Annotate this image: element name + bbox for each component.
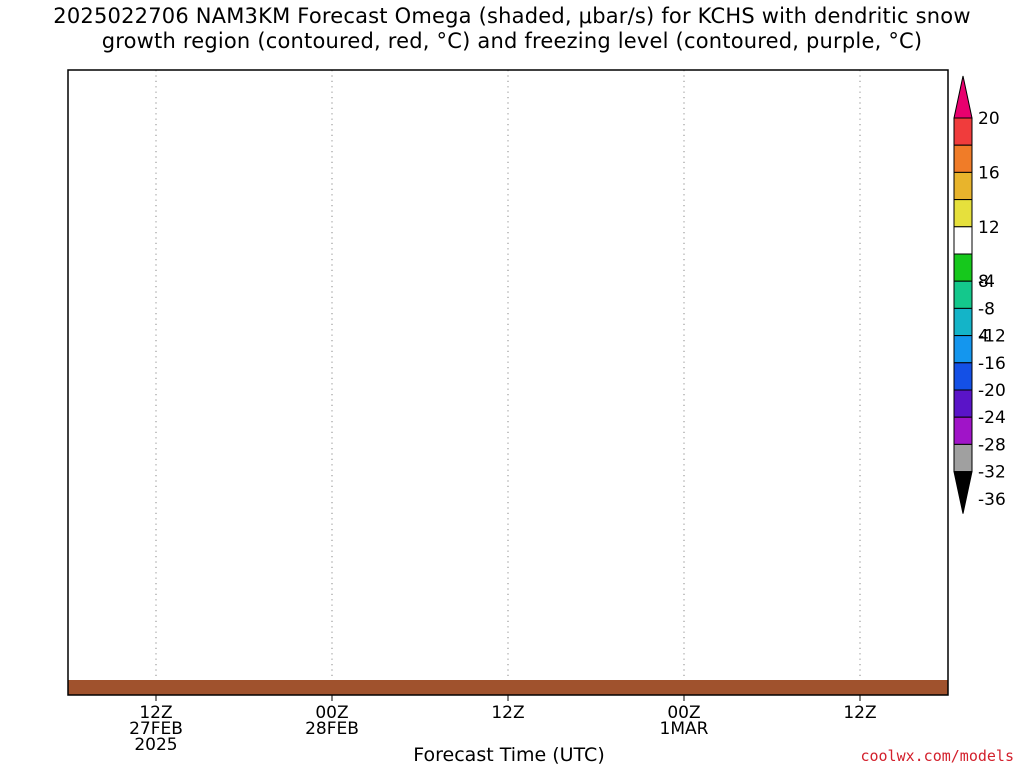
colorbar-label: -8	[978, 299, 995, 319]
plot-background	[68, 70, 948, 695]
colorbar-segment	[953, 199, 973, 228]
x-axis-label: Forecast Time (UTC)	[413, 744, 605, 766]
colorbar-label: 12	[978, 218, 1000, 238]
colorbar-label: -32	[978, 463, 1006, 483]
colorbar-label: -28	[978, 435, 1006, 455]
colorbar-label: 20	[978, 109, 1000, 129]
time-tick-label: 00Z	[315, 703, 348, 723]
colorbar-label: -36	[978, 490, 1006, 510]
time-tick-label: 28FEB	[305, 719, 359, 739]
time-tick-label: 12Z	[491, 703, 524, 723]
colorbar-segment	[953, 253, 973, 282]
colorbar-segment	[953, 443, 973, 473]
colorbar-label: -16	[978, 354, 1006, 374]
colorbar-label: -20	[978, 381, 1006, 401]
colorbar-label: -12	[978, 327, 1006, 347]
ground-strip	[68, 680, 948, 695]
time-tick-label: 27FEB	[129, 719, 183, 739]
site-credit: coolwx.com/models	[860, 747, 1014, 765]
title-line-2: growth region (contoured, red, °C) and f…	[101, 29, 923, 53]
colorbar-label: -24	[978, 408, 1006, 428]
chart-title: 2025022706 NAM3KM Forecast Omega (shaded…	[0, 4, 1024, 54]
time-tick-label: 12Z	[139, 703, 172, 723]
title-line-1: 2025022706 NAM3KM Forecast Omega (shaded…	[53, 4, 971, 28]
colorbar-label: 4	[978, 327, 989, 347]
colorbar-label: -4	[978, 272, 995, 292]
colorbar-bottom-arrow	[953, 471, 973, 514]
colorbar-segment	[953, 144, 973, 173]
colorbar-segment	[953, 280, 973, 309]
omega-colorbar: 20 16 12 8 4 -4 -8 -12 -16 -20 -24 -28 -32 -36	[953, 75, 1006, 514]
colorbar-segment	[953, 362, 973, 391]
terrain-strip	[68, 680, 948, 695]
time-tick-label: 00Z	[667, 703, 700, 723]
colorbar-segment	[953, 226, 973, 255]
colorbar-segment	[953, 389, 973, 418]
colorbar-segment	[953, 416, 973, 445]
time-tick-label: 1MAR	[660, 719, 709, 739]
colorbar-segment	[953, 335, 973, 364]
colorbar-label: 8	[978, 272, 989, 292]
colorbar-top-arrow	[953, 75, 973, 119]
time-tick-label: 2025	[134, 735, 177, 755]
colorbar-segment	[953, 171, 973, 201]
colorbar-segment	[953, 117, 973, 146]
colorbar-label: 16	[978, 163, 1000, 183]
time-tick-label: 12Z	[843, 703, 876, 723]
colorbar-segment	[953, 307, 973, 337]
